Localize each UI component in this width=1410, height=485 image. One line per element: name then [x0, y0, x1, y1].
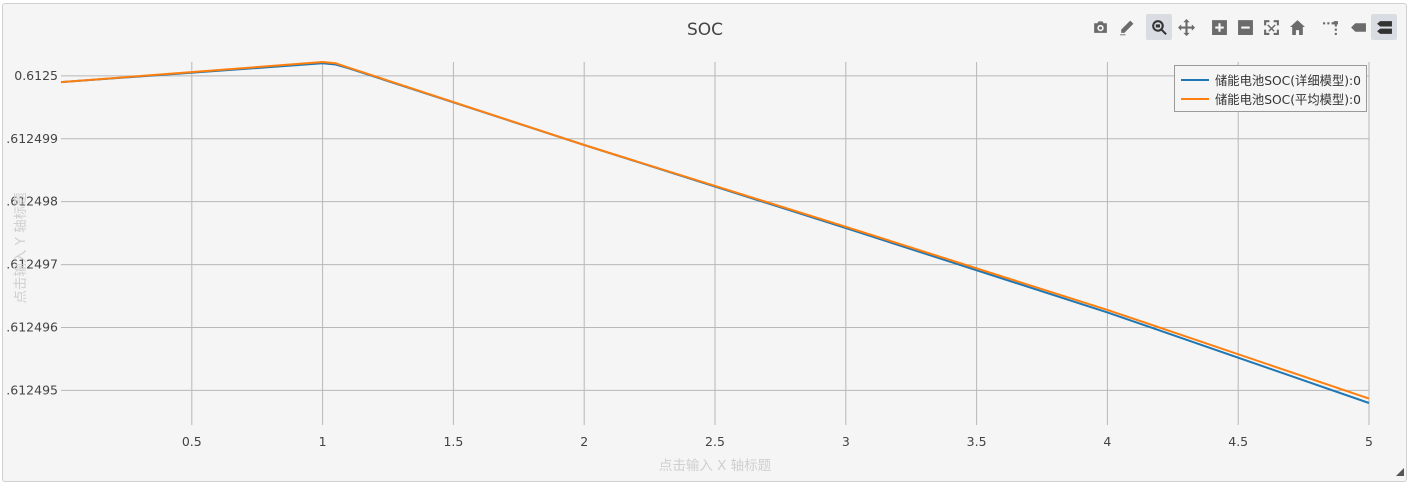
series-line[interactable]: [60, 61, 1370, 400]
autoscale-icon: [1263, 19, 1279, 35]
y-tick-label: .612495: [6, 382, 58, 397]
legend-label: 储能电池SOC(详细模型):0: [1215, 74, 1362, 88]
y-tick-label: .612498: [6, 194, 58, 209]
hover-closest-icon: [1350, 22, 1366, 32]
legend-item[interactable]: 储能电池SOC(平均模型):0: [1181, 90, 1361, 108]
y-tick-label: 0.6125: [14, 68, 58, 83]
x-tick-label: 1.5: [443, 434, 463, 449]
autoscale-button[interactable]: [1258, 14, 1284, 40]
legend-swatch: [1181, 98, 1209, 100]
reset-axes-button[interactable]: [1284, 14, 1310, 40]
zoom-in-button[interactable]: [1206, 14, 1232, 40]
y-tick-label: .612499: [6, 131, 58, 146]
legend-label: 储能电池SOC(平均模型):0: [1215, 93, 1362, 107]
x-tick-label: 4: [1103, 434, 1111, 449]
camera-icon: [1093, 20, 1107, 33]
pan-button[interactable]: [1173, 14, 1199, 40]
zoom-in-icon: [1211, 19, 1227, 35]
resize-handle[interactable]: [1396, 468, 1404, 476]
hover-compare-button[interactable]: [1371, 14, 1397, 40]
edit-button[interactable]: [1113, 14, 1139, 40]
zoom-icon: [1151, 19, 1167, 35]
y-axis-ticks: 0.6125 .612499 .612498 .612497 .612496 .61249…: [6, 68, 58, 398]
grid-lines: [61, 62, 1370, 425]
legend[interactable]: 储能电池SOC(详细模型):0 储能电池SOC(平均模型):0: [1174, 65, 1367, 112]
series-lines: [60, 61, 1370, 404]
x-axis-ticks: 0.5 1 1.5 2 2.5 3 3.5 4 4.5 5: [182, 434, 1373, 449]
legend-swatch: [1181, 79, 1209, 81]
x-tick-label: 1: [319, 434, 327, 449]
x-tick-label: 5: [1365, 434, 1373, 449]
x-tick-label: 2: [580, 434, 588, 449]
home-icon: [1289, 19, 1305, 35]
chart-title[interactable]: SOC: [686, 20, 724, 40]
camera-button[interactable]: [1087, 14, 1113, 40]
y-tick-label: .612497: [6, 257, 58, 272]
hover-compare-icon: [1376, 20, 1392, 34]
y-tick-label: .612496: [6, 319, 58, 334]
chart-container: [2, 3, 1407, 482]
x-tick-label: 3.5: [967, 434, 987, 449]
hover-closest-button[interactable]: [1345, 14, 1371, 40]
x-tick-label: 3: [842, 434, 850, 449]
x-tick-label: 0.5: [182, 434, 202, 449]
zoom-out-button[interactable]: [1232, 14, 1258, 40]
pan-icon: [1177, 18, 1195, 36]
spikelines-icon: [1322, 20, 1338, 35]
zoom-button[interactable]: [1146, 14, 1172, 40]
x-tick-label: 2.5: [705, 434, 725, 449]
y-axis-title[interactable]: 点击输入 Y 轴标题: [13, 192, 29, 303]
legend-item[interactable]: 储能电池SOC(详细模型):0: [1181, 71, 1361, 89]
spikelines-button[interactable]: [1317, 14, 1343, 40]
pencil-icon: [1119, 20, 1133, 35]
zoom-out-icon: [1237, 19, 1253, 35]
x-tick-label: 4.5: [1228, 434, 1248, 449]
x-axis-title[interactable]: 点击输入 X 轴标题: [659, 458, 771, 474]
